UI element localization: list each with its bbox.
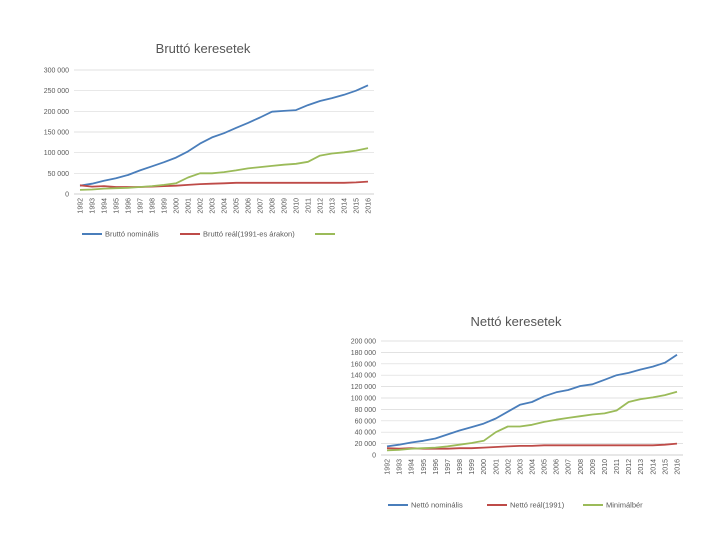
y-tick-label: 20 000 (355, 441, 377, 448)
x-tick-label: 2006 (246, 198, 253, 214)
x-tick-label: 2005 (542, 459, 549, 475)
x-tick-label: 1993 (397, 459, 404, 475)
x-tick-label: 1995 (421, 459, 428, 475)
x-tick-label: 2008 (270, 198, 277, 214)
y-tick-label: 200 000 (351, 339, 376, 346)
chart-title: Nettó keresetek (470, 314, 562, 329)
series-line-1 (79, 84, 369, 187)
series-line-3 (79, 147, 369, 191)
netto-chart: Nettó keresetek 200 000 180 000 160 000 140… (351, 314, 683, 510)
x-tick-label: 1999 (162, 198, 169, 214)
x-tick-label: 2001 (186, 198, 193, 214)
brutto-chart: Bruttó keresetek 300 000 250 000 200 000 15… (44, 41, 374, 239)
x-tick-label: 2009 (590, 459, 597, 475)
y-tick-label: 180 000 (351, 350, 376, 357)
x-tick-label: 1998 (150, 198, 157, 214)
x-tick-label: 2001 (493, 459, 500, 475)
x-tick-label: 2005 (234, 198, 241, 214)
x-tick-label: 2004 (222, 198, 229, 214)
y-tick-label: 0 (65, 192, 69, 199)
x-tick-label: 2012 (626, 459, 633, 475)
x-tick-label: 1997 (445, 459, 452, 475)
x-tick-label: 2016 (366, 198, 373, 214)
x-tick-label: 1994 (102, 198, 109, 214)
y-tick-label: 100 000 (44, 150, 69, 157)
y-tick-label: 120 000 (351, 384, 376, 391)
x-tick-label: 2011 (614, 459, 621, 474)
legend-label: Bruttó nominális (105, 230, 159, 239)
x-tick-label: 1999 (469, 459, 476, 475)
x-tick-label: 1992 (385, 459, 392, 475)
x-tick-label: 1998 (457, 459, 464, 475)
x-tick-label: 2002 (505, 459, 512, 475)
y-tick-label: 50 000 (48, 171, 70, 178)
x-tick-label: 2008 (578, 459, 585, 475)
x-tick-label: 2016 (674, 459, 681, 475)
x-tick-label: 2002 (198, 198, 205, 214)
series-line-1 (386, 353, 678, 448)
x-tick-label: 2000 (481, 459, 488, 475)
y-tick-label: 40 000 (355, 430, 377, 437)
x-tick-label: 2006 (554, 459, 561, 475)
x-tick-label: 2010 (602, 459, 609, 475)
y-tick-label: 250 000 (44, 88, 69, 95)
series-line-3 (386, 390, 678, 452)
series-line-2 (386, 442, 678, 450)
x-tick-label: 1992 (78, 198, 85, 214)
x-tick-label: 2015 (354, 198, 361, 214)
x-tick-label: 2014 (342, 198, 349, 214)
x-tick-label: 2011 (306, 198, 313, 213)
x-tick-label: 2013 (638, 459, 645, 475)
legend-label: Minimálbér (606, 501, 643, 510)
x-tick-label: 1997 (138, 198, 145, 214)
y-tick-label: 150 000 (44, 130, 69, 137)
x-tick-label: 2015 (662, 459, 669, 475)
y-tick-label: 0 (372, 453, 376, 460)
y-tick-label: 60 000 (355, 418, 377, 425)
x-tick-label: 2004 (530, 459, 537, 475)
legend-label: Nettó reál(1991) (510, 501, 565, 510)
legend-label: Nettó nominális (411, 501, 463, 510)
x-tick-label: 2003 (210, 198, 217, 214)
x-tick-label: 1996 (126, 198, 133, 214)
legend-label: Bruttó reál(1991-es árakon) (203, 230, 295, 239)
x-tick-label: 2000 (174, 198, 181, 214)
y-tick-label: 160 000 (351, 361, 376, 368)
x-tick-label: 2009 (282, 198, 289, 214)
x-tick-label: 2013 (330, 198, 337, 214)
x-tick-label: 1995 (114, 198, 121, 214)
y-tick-label: 100 000 (351, 396, 376, 403)
y-tick-label: 200 000 (44, 109, 69, 116)
x-tick-label: 2014 (650, 459, 657, 475)
x-tick-label: 1993 (90, 198, 97, 214)
x-tick-label: 1994 (409, 459, 416, 475)
y-tick-label: 300 000 (44, 68, 69, 75)
x-tick-label: 2007 (258, 198, 265, 214)
x-tick-label: 1996 (433, 459, 440, 475)
y-tick-label: 140 000 (351, 373, 376, 380)
series-line-2 (79, 180, 369, 188)
x-tick-label: 2007 (566, 459, 573, 475)
y-tick-label: 80 000 (355, 407, 377, 414)
x-tick-label: 2012 (318, 198, 325, 214)
x-tick-label: 2003 (517, 459, 524, 475)
chart-title: Bruttó keresetek (156, 41, 251, 56)
x-tick-label: 2010 (294, 198, 301, 214)
